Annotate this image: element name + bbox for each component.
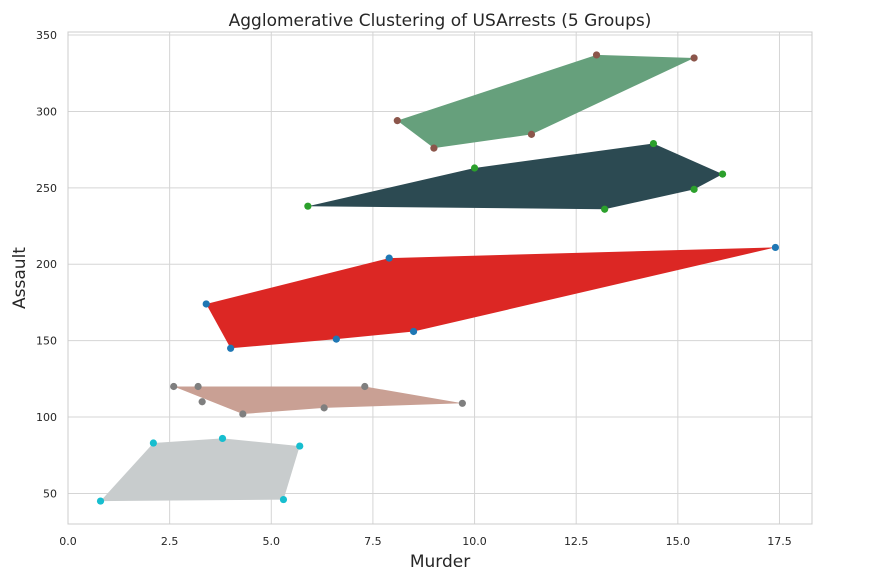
cluster-hull-1 bbox=[397, 54, 695, 149]
data-point bbox=[218, 434, 227, 443]
data-point bbox=[202, 300, 210, 308]
data-point bbox=[527, 130, 536, 138]
data-point bbox=[304, 202, 312, 210]
x-tick-label: 15.0 bbox=[666, 535, 691, 548]
cluster-hull-4 bbox=[173, 386, 463, 414]
x-tick-label: 17.5 bbox=[767, 535, 792, 548]
x-tick-label: 7.5 bbox=[364, 535, 382, 548]
data-point bbox=[601, 205, 609, 213]
x-tick-label: 10.0 bbox=[462, 535, 487, 548]
data-point bbox=[458, 399, 466, 407]
data-point bbox=[361, 382, 369, 391]
data-point bbox=[690, 185, 698, 193]
x-tick-label: 0.0 bbox=[59, 535, 77, 548]
x-tick-label: 5.0 bbox=[263, 535, 281, 548]
data-point bbox=[690, 54, 698, 62]
data-point bbox=[430, 144, 438, 152]
y-tick-label: 100 bbox=[36, 411, 57, 424]
y-tick-label: 50 bbox=[43, 487, 57, 500]
hull-layer bbox=[100, 54, 776, 502]
data-point bbox=[194, 382, 202, 391]
data-point bbox=[296, 442, 304, 450]
y-tick-label: 150 bbox=[36, 335, 57, 348]
cluster-hull-5 bbox=[100, 438, 300, 502]
data-point bbox=[170, 382, 178, 391]
data-point bbox=[198, 398, 206, 406]
y-axis-title: Assault bbox=[10, 247, 30, 309]
plot-frame bbox=[67, 31, 813, 525]
data-point bbox=[332, 335, 340, 343]
data-point bbox=[279, 495, 288, 504]
data-point bbox=[320, 404, 328, 412]
x-tick-label: 12.5 bbox=[564, 535, 589, 548]
point-layer bbox=[96, 51, 780, 505]
y-tick-label: 250 bbox=[36, 182, 57, 195]
cluster-hull-2 bbox=[307, 143, 723, 210]
cluster-hull-3 bbox=[206, 247, 776, 349]
tick-layer: 0.0 2.5 5.0 7.5 10.0 12.5 15.0 17.5 50 100 150 200 2… bbox=[36, 29, 792, 548]
data-point bbox=[592, 51, 601, 59]
data-point bbox=[649, 139, 658, 148]
data-point bbox=[409, 327, 418, 336]
data-point bbox=[393, 117, 401, 125]
data-point bbox=[771, 243, 780, 252]
x-tick-label: 2.5 bbox=[161, 535, 179, 548]
data-point bbox=[239, 410, 247, 418]
x-axis-title: Murder bbox=[410, 552, 470, 572]
chart-title: Agglomerative Clustering of USArrests (5… bbox=[229, 11, 652, 31]
data-point bbox=[96, 497, 105, 505]
y-tick-label: 300 bbox=[36, 105, 57, 118]
data-point bbox=[227, 344, 235, 352]
y-tick-label: 350 bbox=[36, 29, 57, 42]
data-point bbox=[385, 254, 393, 262]
y-tick-label: 200 bbox=[36, 258, 57, 271]
data-point bbox=[470, 164, 479, 172]
data-point bbox=[718, 170, 727, 178]
data-point bbox=[149, 439, 157, 447]
